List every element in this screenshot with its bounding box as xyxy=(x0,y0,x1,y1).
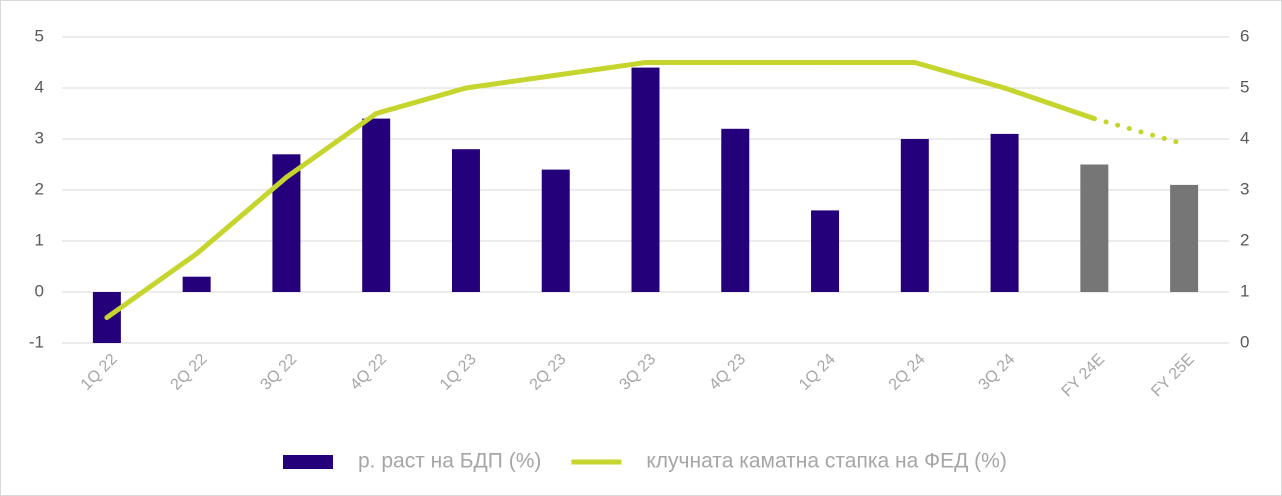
line-segment xyxy=(283,111,379,180)
y2-tick-label: 6 xyxy=(1240,26,1249,45)
y-tick-label: 0 xyxy=(35,281,44,300)
legend-swatch xyxy=(283,455,333,469)
bar xyxy=(451,149,480,292)
y2-tick-label: 3 xyxy=(1240,179,1249,198)
y-tick-label: 1 xyxy=(35,230,44,249)
line-segment xyxy=(912,60,1008,91)
line-segment xyxy=(1002,85,1097,122)
y2-tick-label: 2 xyxy=(1240,230,1249,249)
line-segment xyxy=(373,85,469,116)
y-tick-label: 3 xyxy=(35,128,44,147)
y-tick-label: -1 xyxy=(29,332,44,351)
y2-tick-label: 0 xyxy=(1240,332,1249,351)
y-tick-label: 5 xyxy=(35,26,44,45)
bar xyxy=(182,276,211,292)
line-segment xyxy=(104,251,200,320)
line-segment xyxy=(194,174,289,257)
line-segment xyxy=(553,60,648,78)
y2-tick-label: 1 xyxy=(1240,281,1249,300)
bar xyxy=(1170,184,1199,292)
bar xyxy=(990,133,1019,292)
bar xyxy=(900,139,929,292)
bar xyxy=(721,128,750,292)
bar xyxy=(541,169,570,292)
legend-label: р. раст на БДП (%) xyxy=(358,450,541,473)
bar xyxy=(811,210,840,292)
y-tick-label: 2 xyxy=(35,179,44,198)
y-tick-label: 4 xyxy=(35,77,44,96)
legend-label: клучната каматна стапка на ФЕД (%) xyxy=(646,450,1006,473)
line-segment xyxy=(463,72,559,91)
bar xyxy=(631,67,660,292)
bar xyxy=(362,118,391,292)
y2-tick-label: 4 xyxy=(1240,128,1249,147)
line-segment xyxy=(1091,116,1187,147)
bar xyxy=(1080,164,1109,292)
y2-tick-label: 5 xyxy=(1240,77,1249,96)
